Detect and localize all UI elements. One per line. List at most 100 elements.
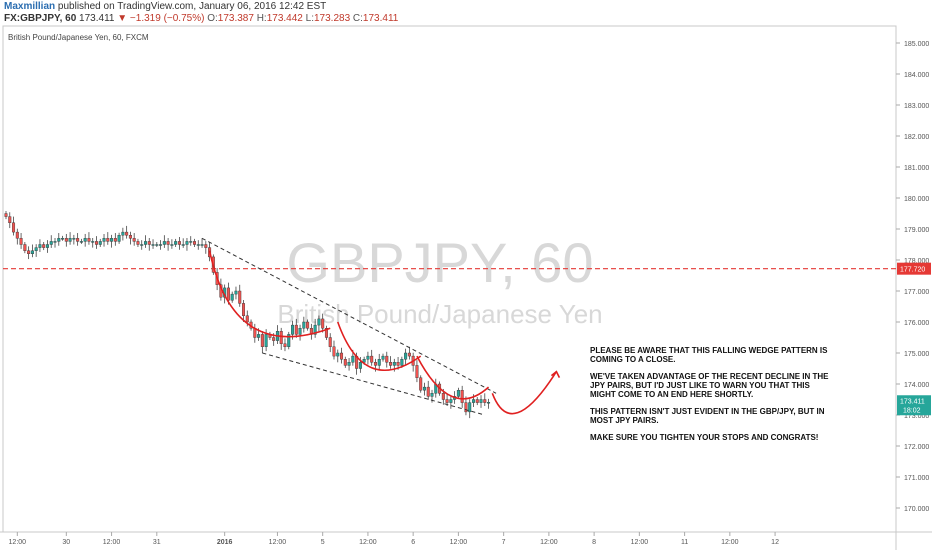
candle-body — [162, 241, 166, 245]
bar-timer-label: 18:02 — [903, 407, 921, 414]
y-tick-label: 181.000 — [904, 165, 929, 172]
candle-body — [27, 250, 31, 254]
candle-body — [8, 216, 12, 224]
candle-body — [460, 390, 464, 403]
candle-body — [340, 352, 344, 360]
candle-body — [57, 238, 61, 242]
author-link[interactable]: Maxmillian — [4, 1, 56, 12]
candle-body — [19, 238, 23, 245]
candle-body — [313, 324, 317, 335]
candle-body — [400, 359, 404, 366]
candle-body — [441, 393, 445, 400]
candle-body — [136, 241, 140, 245]
candle-body — [351, 355, 355, 363]
x-tick-label: 12 — [771, 539, 779, 546]
published-text: published on TradingView.com, January 06… — [57, 1, 327, 12]
y-tick-label: 176.000 — [904, 320, 929, 327]
y-tick-label: 171.000 — [904, 475, 929, 482]
candle-body — [396, 362, 400, 366]
level-price-label: 177.720 — [900, 267, 925, 274]
candle-body — [110, 238, 114, 242]
close-label: C: — [352, 13, 363, 24]
candle-body — [415, 365, 419, 378]
annotation-line: THIS PATTERN ISN'T JUST EVIDENT IN THE G… — [590, 407, 825, 425]
annotation-line: PLEASE BE AWARE THAT THIS FALLING WEDGE … — [590, 346, 828, 364]
annotation-text: PLEASE BE AWARE THAT THIS FALLING WEDGE … — [590, 346, 830, 450]
y-tick-label: 178.000 — [904, 258, 929, 265]
pattern-arc — [491, 371, 558, 415]
candle-body — [125, 231, 129, 236]
candle-body — [328, 337, 332, 348]
candle-body — [177, 241, 181, 245]
candle-body — [230, 293, 234, 301]
y-tick-label: 177.000 — [904, 289, 929, 296]
candle-body — [72, 238, 76, 240]
y-tick-label: 183.000 — [904, 103, 929, 110]
candle-body — [479, 399, 483, 403]
candle-body — [392, 362, 396, 366]
current-price-tag — [897, 395, 931, 416]
last-price: 173.411 — [79, 13, 115, 24]
candle-body — [366, 355, 370, 360]
candle-body — [91, 241, 95, 243]
candle-body — [430, 393, 434, 397]
candle-body — [12, 222, 16, 233]
candle-body — [358, 362, 362, 369]
candle-body — [404, 352, 408, 360]
candle-body — [15, 231, 19, 239]
candle-body — [234, 290, 238, 295]
candle-body — [68, 238, 72, 242]
y-tick-label: 184.000 — [904, 72, 929, 79]
candle-body — [196, 244, 200, 246]
publish-line: Maxmillian published on TradingView.com,… — [4, 1, 326, 13]
level-price-tag — [897, 262, 931, 275]
x-tick-label: 12:00 — [103, 539, 121, 546]
y-tick-label: 174.000 — [904, 382, 929, 389]
candle-body — [317, 318, 321, 326]
candle-body — [166, 241, 170, 245]
candle-body — [83, 238, 87, 242]
candle-body — [407, 352, 411, 357]
candle-body — [456, 390, 460, 397]
candle-body — [291, 324, 295, 335]
candle-body — [377, 359, 381, 366]
candle-body — [34, 247, 38, 251]
candle-body — [306, 321, 310, 329]
candle-body — [143, 241, 147, 245]
y-tick-label: 185.000 — [904, 41, 929, 48]
candle-body — [321, 318, 325, 329]
candle-body — [257, 334, 261, 338]
candle-body — [185, 241, 189, 245]
candle-body — [483, 399, 487, 403]
wedge-lower-line — [262, 352, 485, 416]
candle-body — [151, 244, 155, 246]
candle-body — [260, 334, 264, 347]
x-tick-label: 12:00 — [721, 539, 739, 546]
candle-body — [170, 244, 174, 246]
watermark-symbol: GBPJPY, 60 — [286, 231, 593, 294]
y-tick-label: 179.000 — [904, 227, 929, 234]
candle-body — [445, 399, 449, 403]
candle-body — [242, 303, 246, 316]
candle-body — [332, 346, 336, 357]
candle-body — [245, 315, 249, 323]
x-tick-label: 12:00 — [359, 539, 377, 546]
y-tick-label: 175.000 — [904, 351, 929, 358]
candle-body — [362, 359, 366, 363]
candle-body — [102, 238, 106, 242]
x-tick-label: 2016 — [217, 539, 233, 546]
candle-body — [42, 244, 46, 248]
low-value: 173.283 — [313, 13, 351, 24]
candle-body — [38, 244, 42, 248]
candle-body — [117, 234, 121, 242]
candle-body — [283, 343, 287, 348]
candle-body — [87, 238, 91, 242]
candle-body — [272, 337, 276, 341]
candle-body — [385, 355, 389, 363]
candle-body — [468, 402, 472, 413]
ohlc-line: FX:GBPJPY, 60 173.411 ▼ −1.319 (−0.75%) … — [4, 13, 398, 25]
x-tick-label: 5 — [321, 539, 325, 546]
candle-body — [422, 386, 426, 391]
candle-body — [4, 213, 8, 217]
